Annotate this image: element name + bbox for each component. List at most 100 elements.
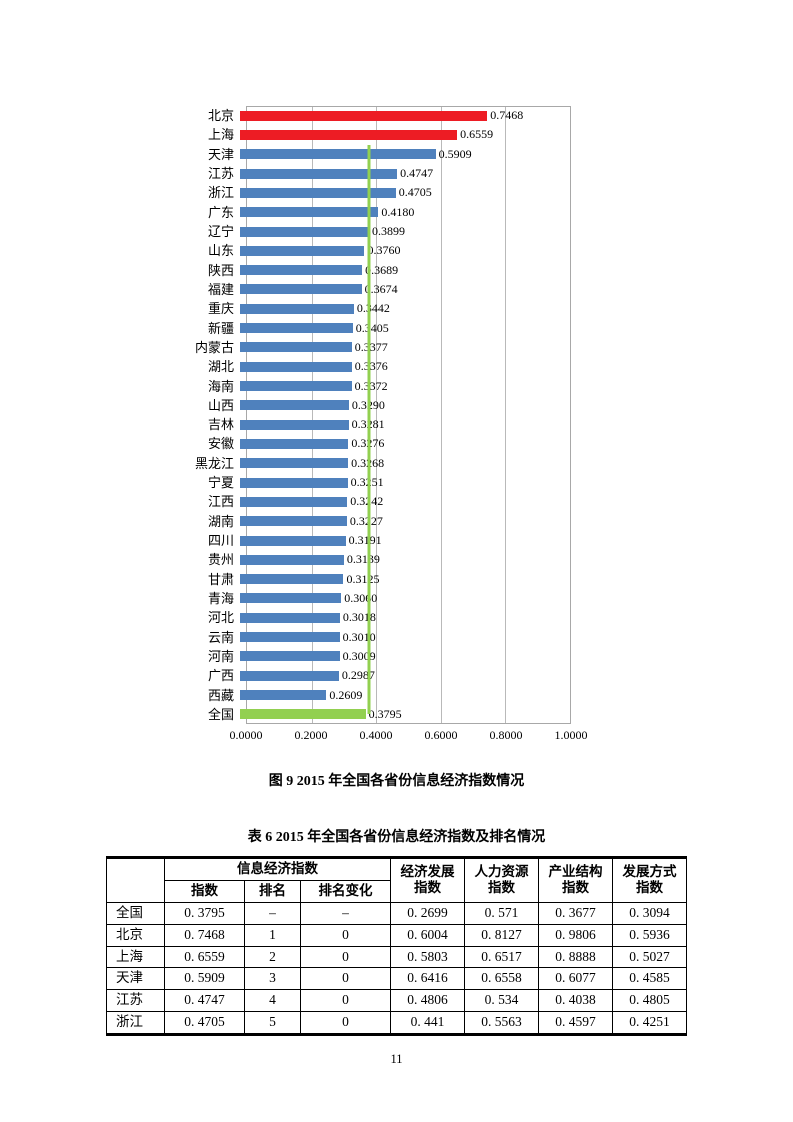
- bar: [240, 168, 398, 179]
- value-cell: 0: [300, 1011, 391, 1035]
- value-cell: 0. 8127: [464, 923, 539, 947]
- province-cell: 天津: [106, 967, 165, 991]
- bar-value-label: 0.4180: [381, 204, 415, 219]
- bar: [240, 438, 349, 449]
- value-cell: 0. 4806: [390, 989, 465, 1013]
- x-axis-tick-label: 0.2000: [294, 728, 328, 742]
- bar: [240, 419, 349, 430]
- bar-category-label: 贵州: [207, 552, 234, 568]
- header-line: 发展方式: [622, 863, 677, 879]
- bar-category-label: 安徽: [207, 436, 234, 452]
- chart-bar-row: 西藏 0.2609: [166, 685, 571, 704]
- chart-bar-row: 重庆 0.3442: [166, 299, 571, 318]
- bar-category-label: 重庆: [207, 301, 234, 317]
- value-cell: 3: [244, 967, 301, 991]
- bar-category-label: 青海: [207, 590, 234, 606]
- figure-caption: 图 9 2015 年全国各省份信息经济指数情况: [268, 774, 525, 789]
- bar-track: 0.3060: [240, 589, 571, 608]
- bar-value-label: 0.3125: [346, 571, 380, 586]
- bar-track: 0.3689: [240, 261, 571, 280]
- bar: [240, 690, 327, 701]
- bar: [240, 187, 396, 198]
- chart-bar-row: 内蒙古 0.3377: [166, 338, 571, 357]
- chart-bar-row: 云南 0.3010: [166, 627, 571, 646]
- x-axis-tick-label: 0.4000: [359, 728, 393, 742]
- chart-bar-row: 江苏 0.4747: [166, 164, 571, 183]
- value-cell: 0: [300, 989, 391, 1013]
- bar-category-label: 全国: [207, 706, 234, 722]
- value-cell: 1: [244, 923, 301, 947]
- bar-value-label: 0.4705: [398, 185, 432, 200]
- bar-value-label: 0.5909: [438, 146, 472, 161]
- x-axis-tick-label: 1.0000: [554, 728, 588, 742]
- gridline: [376, 107, 378, 723]
- bar-track: 0.4180: [240, 203, 571, 222]
- value-cell: 0. 4585: [612, 967, 687, 991]
- bar-track: 0.3018: [240, 608, 571, 627]
- value-cell: 0. 6416: [390, 967, 465, 991]
- chart-bar-row: 北京 0.7468: [166, 106, 571, 125]
- bar-track: 0.4705: [240, 183, 571, 202]
- table-header-row-2: 指数 排名 排名变化: [107, 879, 687, 903]
- chart-bar-row: 贵州 0.3139: [166, 550, 571, 569]
- table-row: 天津 0. 5909 3 0 0. 6416 0. 6558 0. 6077 0. 4585: [106, 967, 687, 991]
- value-cell: 0. 3795: [164, 901, 245, 925]
- bar-track: 0.3405: [240, 318, 571, 337]
- chart-bar-row: 福建 0.3674: [166, 280, 571, 299]
- bar-category-label: 浙江: [207, 185, 234, 201]
- bar: [240, 477, 348, 488]
- bar: [240, 554, 344, 565]
- value-cell: 0. 2699: [390, 901, 465, 925]
- bar-category-label: 西藏: [207, 687, 234, 703]
- bar-value-label: 0.3760: [367, 243, 401, 258]
- value-cell: 0. 5027: [612, 945, 687, 969]
- bar-category-label: 甘肃: [207, 571, 234, 587]
- table-row: 浙江 0. 4705 5 0 0. 441 0. 5563 0. 4597 0. 4251: [106, 1011, 687, 1035]
- bar-value-label: 0.3376: [354, 359, 388, 374]
- bar-track: 0.3191: [240, 531, 571, 550]
- chart-bar-row: 湖北 0.3376: [166, 357, 571, 376]
- bar-value-label: 0.3191: [348, 533, 382, 548]
- table-row: 江苏 0. 4747 4 0 0. 4806 0. 534 0. 4038 0. 4805: [106, 989, 687, 1013]
- header-rank-change: 排名变化: [300, 879, 391, 903]
- x-axis-tick-label: 0.0000: [229, 728, 263, 742]
- bar-track: 0.3674: [240, 280, 571, 299]
- value-cell: 0. 7468: [164, 923, 245, 947]
- chart-bar-row: 河北 0.3018: [166, 608, 571, 627]
- value-cell: 0. 4597: [538, 1011, 613, 1035]
- bar-track: 0.7468: [240, 106, 571, 125]
- chart-bar-row: 河南 0.3009: [166, 647, 571, 666]
- bar-category-label: 湖北: [207, 359, 234, 375]
- bar-value-label: 0.3899: [372, 224, 406, 239]
- value-cell: 0. 6077: [538, 967, 613, 991]
- value-cell: 0. 3094: [612, 901, 687, 925]
- gridline: [311, 107, 313, 723]
- bar-category-label: 广东: [207, 204, 234, 220]
- bar-category-label: 陕西: [207, 262, 234, 278]
- chart-bar-row: 甘肃 0.3125: [166, 570, 571, 589]
- value-cell: 0. 8888: [538, 945, 613, 969]
- bar-track: 0.3251: [240, 473, 571, 492]
- bar: [240, 284, 362, 295]
- bar-track: 0.3281: [240, 415, 571, 434]
- bar-value-label: 0.3290: [351, 397, 385, 412]
- value-cell: 0. 5909: [164, 967, 245, 991]
- bar: [240, 226, 370, 237]
- bar: [240, 361, 352, 372]
- header-line: 指数: [414, 880, 441, 896]
- table-row: 全国 0. 3795– –0. 2699 0. 571 0. 3677 0. 3094: [106, 901, 687, 925]
- value-cell: 0. 4251: [612, 1011, 687, 1035]
- bar: [240, 245, 365, 256]
- chart-bar-row: 湖南 0.3227: [166, 512, 571, 531]
- province-cell: 北京: [106, 923, 165, 947]
- chart-bar-row: 黑龙江 0.3268: [166, 454, 571, 473]
- bar-value-label: 0.3276: [351, 436, 385, 451]
- value-cell: 4: [244, 989, 301, 1013]
- bar-track: 0.3276: [240, 434, 571, 453]
- table-row: 上海 0. 6559 2 0 0. 5803 0. 6517 0. 8888 0. 5027: [106, 945, 687, 969]
- bar-value-label: 0.6559: [460, 127, 494, 142]
- bar-track: 0.3377: [240, 338, 571, 357]
- header-line: 指数: [488, 880, 515, 896]
- bar-track: 0.5909: [240, 145, 571, 164]
- bar: [240, 632, 340, 643]
